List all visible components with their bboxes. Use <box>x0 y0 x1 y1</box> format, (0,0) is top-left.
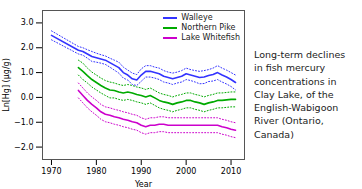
svg-text:−2.0: −2.0 <box>14 143 33 152</box>
html-text:Long-term declines in fish mer: Long-term declines in fish mercury conce… <box>254 49 346 140</box>
svg-text:3.0: 3.0 <box>21 18 34 27</box>
svg-text:0.0: 0.0 <box>21 93 34 102</box>
svg-text:2010: 2010 <box>221 167 241 176</box>
svg-text:Ln[Hg] (μg/g): Ln[Hg] (μg/g) <box>2 58 11 112</box>
html-text:Northern Pike: Northern Pike <box>181 23 236 32</box>
svg-text:1.0: 1.0 <box>21 68 34 77</box>
html-text:Walleye: Walleye <box>181 13 213 22</box>
svg-text:2000: 2000 <box>176 167 196 176</box>
svg-text:1970: 1970 <box>41 167 61 176</box>
html-text:Lake Whitefish: Lake Whitefish <box>181 33 240 42</box>
svg-text:2.0: 2.0 <box>21 43 34 52</box>
svg-text:1980: 1980 <box>86 167 106 176</box>
svg-text:−1.0: −1.0 <box>14 118 33 127</box>
svg-text:1990: 1990 <box>131 167 151 176</box>
svg-text:Year: Year <box>134 180 153 189</box>
